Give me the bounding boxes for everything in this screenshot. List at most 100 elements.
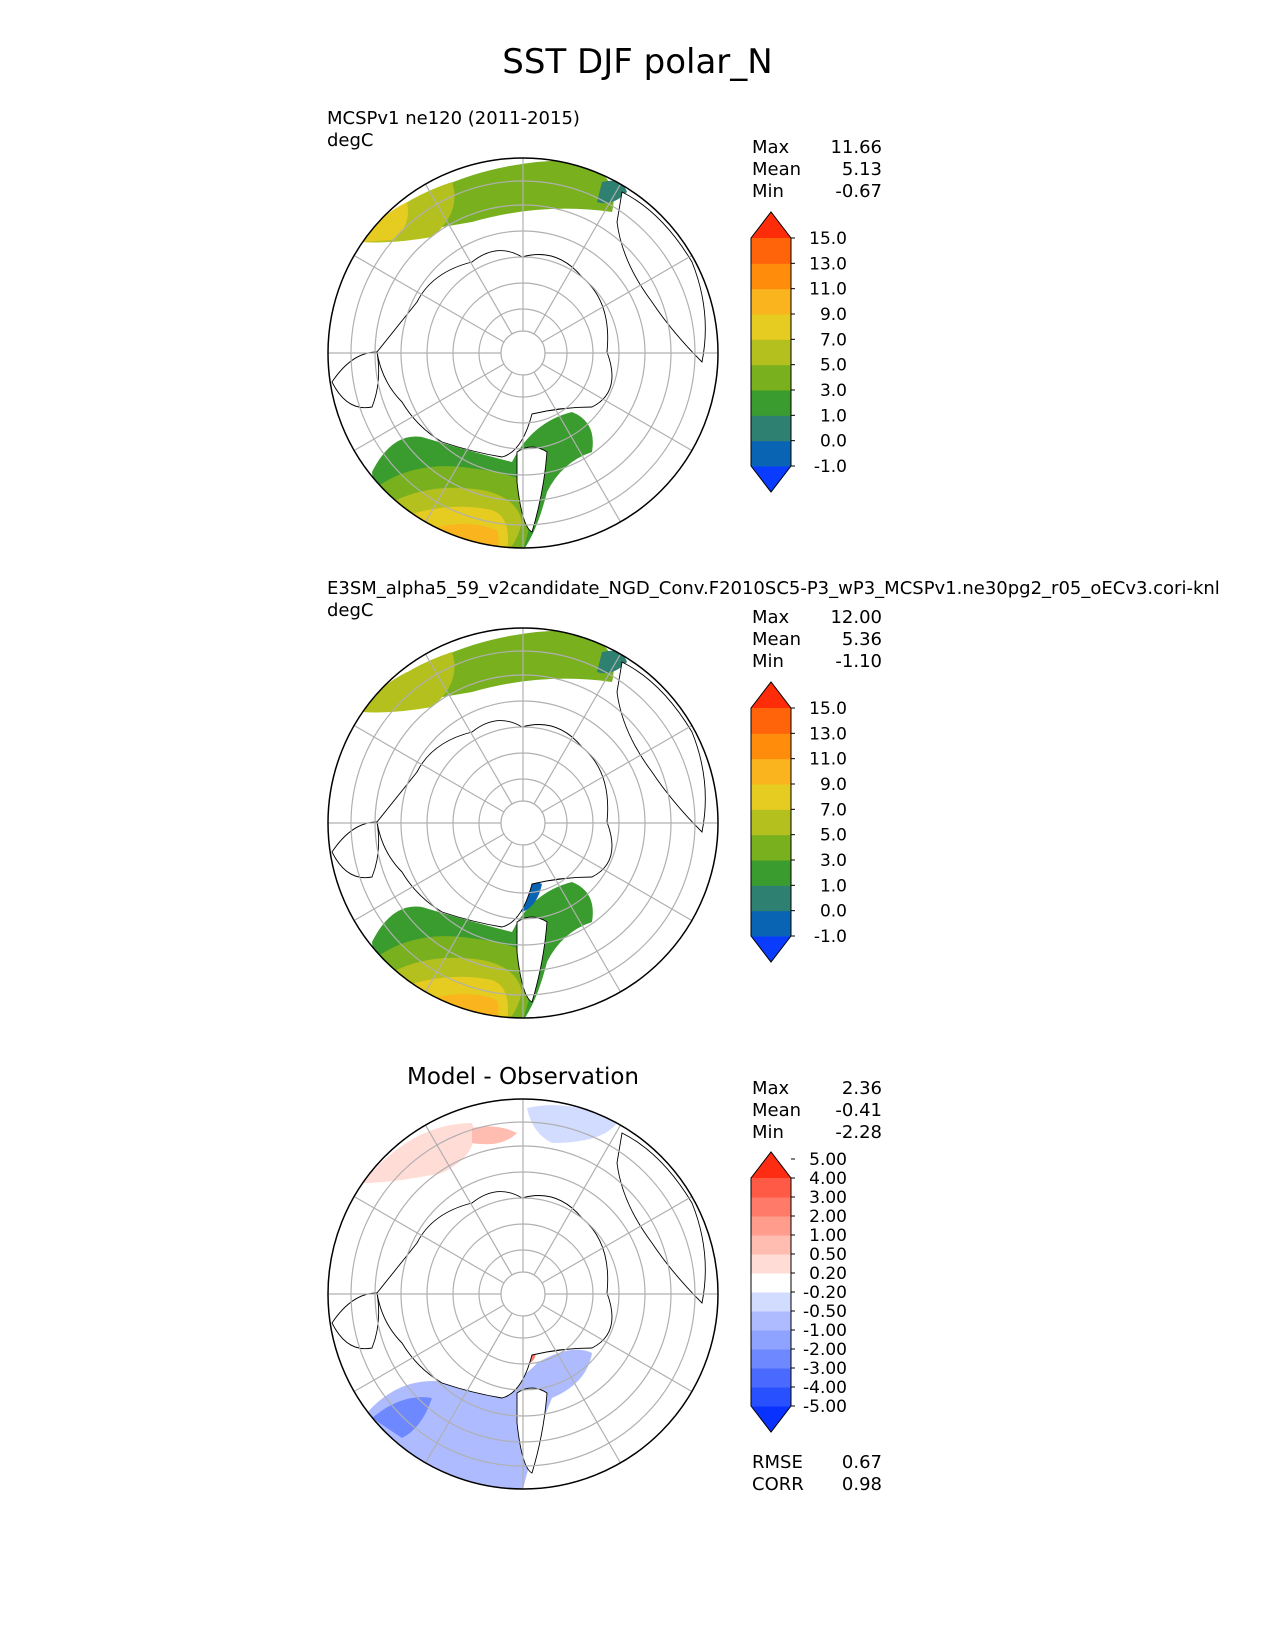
panel-2-stats: Max 12.00 Mean 5.36 Min -1.10 bbox=[752, 607, 882, 673]
meridian-line bbox=[424, 841, 513, 993]
colorbar-tick-label: 3.0 bbox=[820, 381, 847, 401]
colorbar-tick-label: 3.0 bbox=[820, 851, 847, 871]
land-outline bbox=[616, 191, 706, 363]
colorbar-segment bbox=[751, 910, 791, 937]
colorbar-segment bbox=[751, 288, 791, 315]
colorbar-tick-label: 0.0 bbox=[820, 432, 847, 452]
colorbar-tick-label: 7.0 bbox=[820, 800, 847, 820]
meridian-line bbox=[353, 254, 505, 343]
meridian-line bbox=[353, 833, 505, 922]
colorbar-segment bbox=[751, 1387, 791, 1407]
colorbar-segment bbox=[751, 1197, 791, 1217]
colorbar-tick-label: 1.0 bbox=[820, 406, 847, 426]
colorbar-tick-label: -1.00 bbox=[803, 1321, 847, 1341]
meridian-line bbox=[533, 1124, 622, 1276]
land-outline bbox=[616, 661, 706, 833]
meridian-line bbox=[541, 254, 693, 343]
colorbar-tick-label: 1.00 bbox=[809, 1226, 847, 1246]
colorbar-segment bbox=[751, 1216, 791, 1236]
land-outline bbox=[516, 446, 548, 533]
colorbar-segment bbox=[751, 708, 791, 734]
meridian-line bbox=[353, 363, 505, 452]
stat-label: Mean bbox=[752, 629, 802, 650]
colorbar-segment bbox=[751, 1235, 791, 1255]
land-outline bbox=[331, 1292, 380, 1350]
meridian-line bbox=[541, 363, 693, 452]
colorbar-tick-label: -1.0 bbox=[814, 927, 847, 947]
stat-value: 5.13 bbox=[841, 159, 882, 180]
meridian-line bbox=[541, 1304, 693, 1393]
colorbar-segment bbox=[751, 1292, 791, 1312]
atlantic-sst-field bbox=[437, 524, 499, 548]
colorbar-segment bbox=[751, 809, 791, 836]
colorbar-segment bbox=[751, 364, 791, 391]
panel-2-colorbar: -1.0 0.0 1.0 3.0 5.0 7.0 9.0 11.0 13.0 15.0 bbox=[750, 681, 847, 963]
meridian-line bbox=[424, 1124, 513, 1276]
land-outline bbox=[331, 821, 380, 879]
colorbar-tick-label: -2.00 bbox=[803, 1340, 847, 1360]
meridian-line bbox=[541, 1195, 693, 1284]
stat-value: -0.41 bbox=[835, 1100, 882, 1121]
negative-bias-field bbox=[527, 1105, 617, 1143]
panel-3-polar-map bbox=[327, 1098, 719, 1490]
stat-label: CORR bbox=[752, 1474, 804, 1495]
stat-label: Mean bbox=[752, 1100, 802, 1121]
panel-1-model-name: MCSPv1 ne120 (2011-2015) bbox=[327, 108, 580, 129]
colorbar-tick-label: 5.0 bbox=[820, 826, 847, 846]
colorbar-segment bbox=[751, 1254, 791, 1274]
stat-label: Min bbox=[752, 1122, 784, 1143]
meridian-line bbox=[541, 833, 693, 922]
meridian-line bbox=[424, 371, 513, 523]
land-outline bbox=[616, 1132, 706, 1304]
colorbar-segment bbox=[751, 784, 791, 810]
atlantic-sst-field bbox=[437, 994, 499, 1018]
panel-3-colorbar: -5.00-4.00-3.00-2.00-1.00-0.50-0.200.200… bbox=[750, 1150, 847, 1433]
colorbar-extend-min bbox=[751, 1406, 791, 1432]
meridian-line bbox=[533, 653, 622, 805]
colorbar-segment bbox=[751, 885, 791, 912]
colorbar-extend-max bbox=[751, 212, 791, 238]
colorbar-segment bbox=[751, 860, 791, 886]
colorbar-segment bbox=[751, 1311, 791, 1331]
colorbar-tick-label: 9.0 bbox=[820, 305, 847, 325]
colorbar-segment bbox=[751, 1349, 791, 1369]
colorbar-extend-max bbox=[751, 682, 791, 708]
panel-3-stats: Max 2.36 Mean -0.41 Min -2.28 bbox=[752, 1078, 882, 1144]
negative-bias-field bbox=[372, 1397, 432, 1438]
colorbar-segment bbox=[751, 1273, 791, 1293]
panel-2-title: E3SM_alpha5_59_v2candidate_NGD_Conv.F201… bbox=[327, 578, 1220, 622]
panel-1-title: MCSPv1 ne120 (2011-2015) degC bbox=[327, 108, 580, 152]
panel-2-model-name: E3SM_alpha5_59_v2candidate_NGD_Conv.F201… bbox=[327, 578, 1220, 599]
meridian-line bbox=[353, 724, 505, 813]
colorbar-segment bbox=[751, 733, 791, 760]
meridian-line bbox=[533, 841, 622, 993]
pacific-sst-field bbox=[362, 672, 408, 712]
colorbar-tick-label: -5.00 bbox=[803, 1397, 847, 1417]
colorbar-tick-label: 2.00 bbox=[809, 1207, 847, 1227]
meridian-line bbox=[533, 183, 622, 335]
colorbar-tick-label: 1.0 bbox=[820, 876, 847, 896]
land-outline bbox=[516, 916, 548, 1003]
colorbar-tick-label: 15.0 bbox=[809, 229, 847, 249]
colorbar-tick-label: -0.50 bbox=[803, 1302, 847, 1322]
colorbar-tick-label: 4.00 bbox=[809, 1169, 847, 1189]
colorbar-tick-label: 9.0 bbox=[820, 775, 847, 795]
colorbar-segment bbox=[751, 263, 791, 290]
stat-value: 0.98 bbox=[841, 1474, 882, 1495]
stat-value: -1.10 bbox=[835, 651, 882, 672]
colorbar-segment bbox=[751, 314, 791, 340]
positive-bias-field bbox=[362, 1123, 474, 1183]
stat-label: Min bbox=[752, 651, 784, 672]
stat-value: 12.00 bbox=[830, 607, 882, 628]
stat-value: 2.36 bbox=[841, 1078, 882, 1099]
colorbar-tick-label: 11.0 bbox=[809, 750, 847, 770]
map-boundary bbox=[327, 627, 719, 1019]
positive-bias-field bbox=[472, 1126, 517, 1145]
colorbar-segment bbox=[751, 1178, 791, 1198]
panel-3-error-stats: RMSE 0.67 CORR 0.98 bbox=[752, 1452, 882, 1496]
panel-1-polar-map bbox=[327, 157, 719, 549]
meridian-line bbox=[353, 1195, 505, 1284]
colorbar-tick-label: 0.20 bbox=[809, 1264, 847, 1284]
colorbar-tick-label: 0.0 bbox=[820, 902, 847, 922]
land-outline bbox=[516, 1387, 548, 1474]
